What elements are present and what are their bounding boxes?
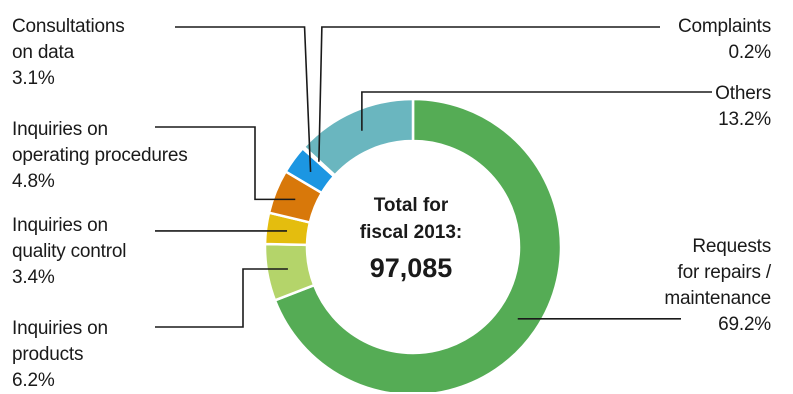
slice-label-consultations: Consultations on data 3.1% bbox=[12, 14, 125, 92]
slice-label-others-line1: Others bbox=[715, 83, 771, 104]
center-title-line2: fiscal 2013: bbox=[359, 222, 463, 243]
slice-label-others: Others 13.2% bbox=[715, 81, 771, 133]
slice-label-products-line2: products bbox=[12, 344, 84, 365]
leader-line-consult bbox=[175, 26, 312, 172]
center-title-line1: Total for bbox=[373, 195, 449, 216]
leader-line-operating bbox=[155, 126, 296, 201]
donut-slice-others bbox=[302, 97, 415, 178]
leader-lines bbox=[155, 26, 712, 328]
slice-pct-complaints: 0.2% bbox=[728, 42, 771, 63]
center-total: 97,085 bbox=[369, 253, 453, 283]
slice-pct-consultations: 3.1% bbox=[12, 68, 55, 89]
slice-label-repairs-line1: Requests bbox=[692, 236, 771, 257]
slice-label-repairs: Requests for repairs / maintenance 69.2% bbox=[664, 234, 771, 338]
donut-slice-repairs bbox=[273, 97, 563, 392]
slice-pct-products: 6.2% bbox=[12, 370, 55, 391]
slice-label-products-line1: Inquiries on bbox=[12, 318, 108, 339]
slice-label-repairs-line2: for repairs / bbox=[677, 262, 772, 283]
slice-label-quality: Inquiries on quality control 3.4% bbox=[12, 213, 126, 291]
leader-line-others bbox=[361, 91, 712, 131]
slice-pct-operating: 4.8% bbox=[12, 171, 55, 192]
slice-label-quality-line1: Inquiries on bbox=[12, 215, 108, 236]
slice-label-complaints-line1: Complaints bbox=[677, 16, 771, 37]
slice-label-operating-line2: operating procedures bbox=[12, 145, 188, 166]
slice-label-products: Inquiries on products 6.2% bbox=[12, 316, 108, 394]
slice-label-consultations-line2: on data bbox=[12, 42, 74, 63]
slice-pct-repairs: 69.2% bbox=[718, 314, 771, 335]
slice-pct-others: 13.2% bbox=[718, 109, 771, 130]
slice-pct-quality: 3.4% bbox=[12, 267, 55, 288]
slice-label-operating-line1: Inquiries on bbox=[12, 119, 108, 140]
donut-center-label: Total for fiscal 2013: 97,085 bbox=[300, 192, 522, 286]
slice-label-repairs-line3: maintenance bbox=[664, 288, 771, 309]
slice-label-quality-line2: quality control bbox=[12, 241, 127, 262]
slice-label-consultations-line1: Consultations bbox=[12, 16, 125, 37]
slice-label-operating: Inquiries on operating procedures 4.8% bbox=[12, 117, 188, 195]
leader-line-complaints bbox=[318, 26, 660, 162]
leader-line-products bbox=[155, 268, 288, 328]
slice-label-complaints: Complaints 0.2% bbox=[678, 14, 771, 66]
